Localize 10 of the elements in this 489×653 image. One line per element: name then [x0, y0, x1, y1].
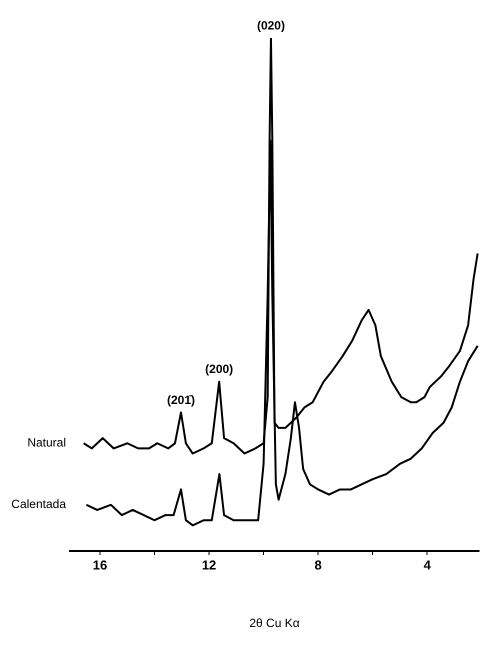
series-label: Natural: [27, 436, 66, 450]
x-axis-title: 2θ Cu Kα: [249, 616, 300, 630]
x-tick-label: 4: [424, 557, 432, 572]
annotation: (020): [256, 18, 285, 32]
annotation: (200): [205, 362, 234, 376]
x-tick-label: 12: [202, 557, 216, 572]
annotation: (201̄): [166, 392, 195, 407]
series-label: Calentada: [11, 497, 66, 512]
x-tick-label: 8: [314, 557, 322, 572]
x-tick-label: 16: [92, 557, 108, 572]
